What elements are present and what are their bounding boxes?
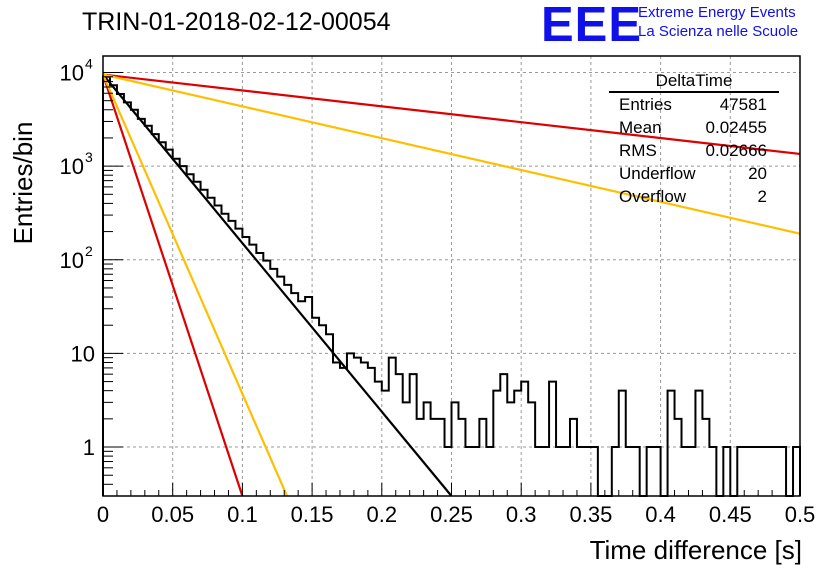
fit-line xyxy=(102,73,453,497)
fit-lines xyxy=(101,73,801,497)
x-tick-label: 0.25 xyxy=(430,502,473,527)
x-tick-label: 0.3 xyxy=(506,502,537,527)
stats-value: 20 xyxy=(748,164,767,183)
x-tick-label: 0.05 xyxy=(151,502,194,527)
stats-row: Underflow 20 xyxy=(609,162,779,185)
stats-row: Mean 0.02455 xyxy=(609,116,779,139)
y-tick-label: 10 xyxy=(60,60,84,85)
y-tick-exponent: 3 xyxy=(85,149,93,165)
fit-line xyxy=(102,73,801,235)
y-tick-exponent: 2 xyxy=(85,243,93,259)
y-tick-label: 10 xyxy=(60,248,84,273)
x-axis-label: Time difference [s] xyxy=(590,535,802,565)
stats-title: DeltaTime xyxy=(609,70,779,93)
x-tick-label: 0.15 xyxy=(291,502,334,527)
stats-row: RMS 0.02666 xyxy=(609,139,779,162)
stats-label: RMS xyxy=(619,141,657,160)
y-tick-label: 1 xyxy=(83,435,95,460)
axis-ticks: 0 0.05 0.1 0.15 0.2 0.25 0.3 0.35 0.4 0.45 0.5 1 10 1… xyxy=(60,55,816,527)
x-tick-label: 0 xyxy=(97,502,109,527)
stats-value: 0.02666 xyxy=(705,141,767,160)
histogram-outline xyxy=(102,75,801,497)
x-tick-label: 0.5 xyxy=(785,502,816,527)
fit-line xyxy=(101,74,289,497)
logo-tagline-2: La Scienza nelle Scuole xyxy=(638,23,799,40)
stats-label: Overflow xyxy=(619,187,687,206)
logo-tagline-1: Extreme Energy Events xyxy=(638,4,796,21)
stats-label: Mean xyxy=(619,118,662,137)
stats-label: Entries xyxy=(619,95,672,114)
stats-value: 0.02455 xyxy=(705,118,767,137)
fit-line xyxy=(102,73,801,156)
histogram xyxy=(102,75,801,497)
stats-box: DeltaTime Entries 47581 Mean 0.02455 RMS… xyxy=(609,70,779,208)
y-tick-label: 10 xyxy=(60,154,84,179)
x-tick-label: 0.2 xyxy=(367,502,398,527)
run-title: TRIN-01-2018-02-12-00054 xyxy=(82,8,391,36)
y-tick-exponent: 4 xyxy=(85,55,93,71)
x-tick-label: 0.1 xyxy=(227,502,258,527)
stats-value: 47581 xyxy=(719,95,767,114)
x-tick-label: 0.4 xyxy=(645,502,676,527)
stats-row: Entries 47581 xyxy=(609,93,779,116)
fit-line xyxy=(101,74,244,497)
y-tick-label: 10 xyxy=(71,341,95,366)
y-axis-label: Entries/bin xyxy=(8,122,38,245)
stats-label: Underflow xyxy=(619,164,696,183)
stats-row: Overflow 2 xyxy=(609,185,779,208)
x-tick-label: 0.35 xyxy=(569,502,612,527)
stats-value: 2 xyxy=(757,187,767,206)
eee-logo: EEE xyxy=(541,0,643,52)
x-tick-label: 0.45 xyxy=(709,502,752,527)
